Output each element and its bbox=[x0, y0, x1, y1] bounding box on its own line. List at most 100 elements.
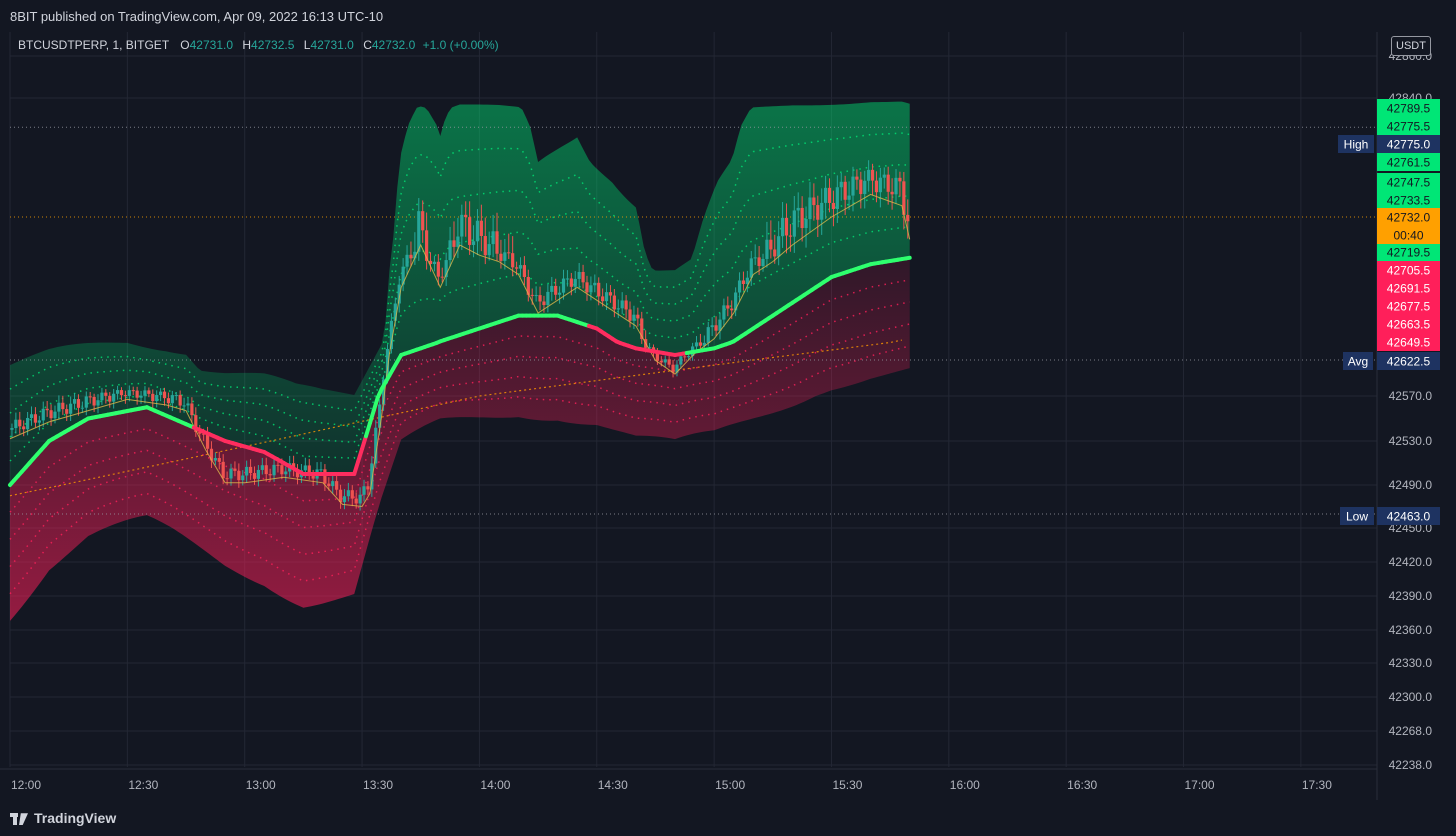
candle-body bbox=[209, 448, 214, 461]
time-tick-label: 12:00 bbox=[11, 778, 41, 792]
price-tick-label: 42238.0 bbox=[1389, 758, 1433, 772]
time-tick-label: 12:30 bbox=[128, 778, 158, 792]
candle-body bbox=[444, 260, 448, 278]
baseline-segment bbox=[371, 395, 380, 413]
candle-body bbox=[874, 180, 879, 193]
candle-body bbox=[252, 473, 257, 479]
candle-body bbox=[796, 207, 800, 211]
candle-body bbox=[898, 177, 902, 182]
band-label-green-bg bbox=[1377, 99, 1440, 117]
band-label-green: 42719.5 bbox=[1387, 246, 1431, 260]
candle-body bbox=[604, 292, 609, 302]
candle-body bbox=[417, 211, 421, 252]
candle-body bbox=[855, 176, 859, 180]
candle-body bbox=[155, 395, 159, 402]
candle-body bbox=[413, 251, 417, 259]
candle-body bbox=[659, 360, 663, 363]
candle-body bbox=[276, 464, 280, 466]
candle-body bbox=[221, 461, 225, 479]
candle-body bbox=[679, 356, 683, 365]
candle-body bbox=[511, 253, 515, 268]
candle-body bbox=[632, 314, 636, 321]
baseline-segment bbox=[352, 459, 361, 476]
band-label-red: 42663.5 bbox=[1387, 318, 1431, 332]
candle-body bbox=[561, 278, 566, 293]
candle-body bbox=[773, 249, 777, 257]
candle-body bbox=[29, 414, 34, 418]
band-label-green-bg bbox=[1377, 243, 1440, 261]
candle-body bbox=[112, 393, 116, 402]
candle-body bbox=[777, 236, 781, 257]
candle-body bbox=[624, 300, 628, 310]
candle-body bbox=[554, 285, 558, 295]
candle-body bbox=[452, 240, 456, 247]
candle-body bbox=[808, 197, 812, 220]
time-tick-label: 15:00 bbox=[715, 778, 745, 792]
candle-body bbox=[159, 391, 163, 396]
candle-body bbox=[41, 408, 45, 421]
candle-body bbox=[378, 404, 382, 428]
candle-body bbox=[84, 396, 88, 408]
candle-body bbox=[585, 282, 589, 293]
candle-body bbox=[683, 356, 687, 358]
candle-body bbox=[558, 292, 562, 295]
currency-button[interactable]: USDT bbox=[1391, 36, 1431, 56]
current-price-label: 42732.0 bbox=[1387, 211, 1431, 225]
candle-body bbox=[18, 419, 22, 427]
candle-body bbox=[436, 261, 440, 277]
band-label-red-bg bbox=[1377, 279, 1440, 297]
low-value-label: 42463.0 bbox=[1387, 510, 1431, 524]
band-label-red-bg bbox=[1377, 315, 1440, 333]
candle-body bbox=[546, 291, 550, 306]
candle-body bbox=[10, 428, 14, 430]
candle-body bbox=[499, 253, 503, 261]
avg-value-label-bg bbox=[1377, 352, 1440, 370]
upper-band-fill bbox=[10, 101, 910, 485]
candle-body bbox=[694, 342, 699, 347]
band-label-green-bg bbox=[1377, 191, 1440, 209]
candle-body bbox=[483, 236, 487, 256]
candle-body bbox=[245, 466, 249, 476]
candle-body bbox=[671, 364, 675, 373]
candle-body bbox=[530, 294, 534, 296]
candle-body bbox=[816, 205, 820, 220]
baseline-segment bbox=[363, 421, 372, 439]
candle-body bbox=[182, 405, 186, 407]
candle-body bbox=[327, 483, 331, 487]
candle-body bbox=[202, 433, 206, 435]
candle-body bbox=[479, 220, 483, 237]
candle-body bbox=[784, 217, 789, 236]
candle-body bbox=[718, 319, 722, 331]
price-chart[interactable]: 42238.0 42268.0 42300.0 42330.0 42360.0 42390… bbox=[0, 32, 1456, 800]
candle-body bbox=[65, 409, 69, 414]
candle-body bbox=[366, 486, 370, 490]
candle-body bbox=[769, 239, 773, 250]
candle-body bbox=[867, 169, 871, 181]
price-tick-label: 42360.0 bbox=[1389, 623, 1433, 637]
high-value-label: 42775.0 bbox=[1387, 138, 1431, 152]
tradingview-logo[interactable]: TradingView bbox=[10, 810, 116, 826]
candle-body bbox=[108, 395, 112, 402]
grid-lines bbox=[9, 32, 1377, 767]
candle-body bbox=[589, 285, 593, 293]
band-label-red: 42677.5 bbox=[1387, 300, 1431, 314]
slow-average-line bbox=[9, 339, 903, 497]
candle-body bbox=[714, 325, 718, 331]
candle-body bbox=[393, 303, 397, 321]
candle-body bbox=[335, 481, 339, 490]
avg-tag: Avg bbox=[1348, 355, 1368, 369]
candle-body bbox=[389, 320, 393, 349]
candle-body bbox=[237, 470, 241, 481]
candle-body bbox=[205, 434, 210, 449]
candle-body bbox=[323, 469, 327, 484]
candle-body bbox=[503, 252, 507, 261]
high-tag: High bbox=[1344, 138, 1369, 152]
candle-body bbox=[96, 400, 100, 406]
chart-area[interactable]: 42238.0 42268.0 42300.0 42330.0 42360.0 42390… bbox=[0, 32, 1456, 805]
candle-body bbox=[338, 489, 343, 503]
candle-body bbox=[518, 265, 523, 269]
candle-body bbox=[272, 464, 276, 476]
candle-body bbox=[166, 398, 171, 404]
upper-band-line bbox=[9, 226, 910, 462]
band-label-red-bg bbox=[1377, 261, 1440, 279]
